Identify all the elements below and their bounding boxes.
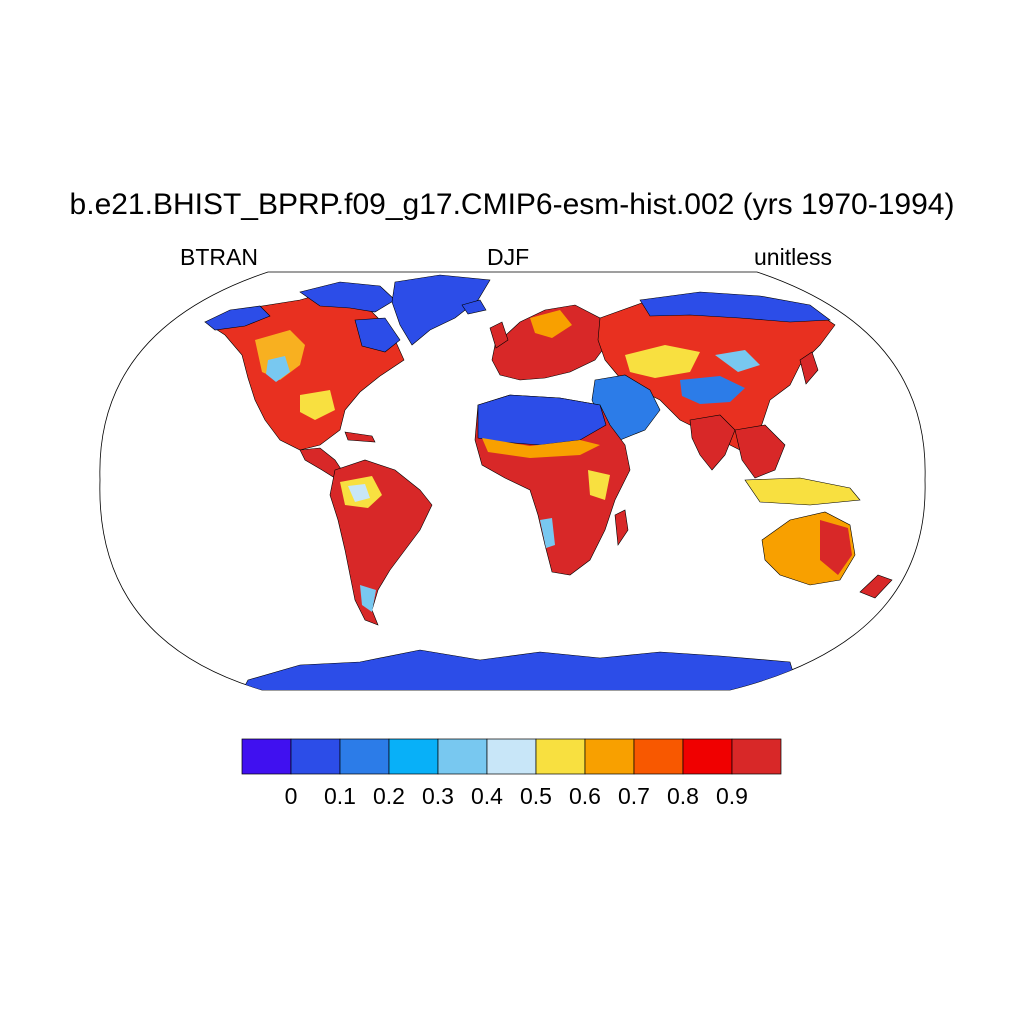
madagascar [614, 509, 629, 546]
colorbar-tick-label: 0.4 [471, 783, 503, 809]
colorbar-swatch [339, 738, 390, 775]
colorbar-swatch [388, 738, 439, 775]
colorbar-swatch [584, 738, 635, 775]
hudson-region [354, 317, 401, 353]
india [689, 414, 736, 471]
colorbar-swatch [437, 738, 488, 775]
sahel-orange [482, 438, 600, 458]
season-label: DJF [487, 244, 530, 270]
se-asia [734, 424, 786, 479]
colorbar-tick-label: 0.6 [569, 783, 601, 809]
colorbar-swatch [731, 738, 782, 775]
australia-east-red [820, 520, 852, 575]
central-asia-yellow [625, 345, 700, 378]
colorbar-tick-label: 0.8 [667, 783, 699, 809]
siberia-ice [639, 291, 831, 323]
greenland [391, 274, 491, 346]
colorbar-tick-label: 0.9 [716, 783, 748, 809]
arctic-islands [299, 281, 396, 313]
colorbar-swatch [290, 738, 341, 775]
units-label: unitless [754, 244, 832, 270]
na-lightblue-patch [266, 356, 290, 382]
europe [491, 304, 611, 381]
colorbar-tick-label: 0.7 [618, 783, 650, 809]
colorbar-swatch [633, 738, 684, 775]
colorbar-swatch [682, 738, 733, 775]
canada-north-ice [204, 305, 271, 331]
scandinavia-orange [530, 310, 572, 338]
map-title: b.e21.BHIST_BPRP.f09_g17.CMIP6-esm-hist.… [69, 188, 955, 221]
colorbar-swatch [241, 738, 292, 775]
colorbar-tick-label: 0.1 [324, 783, 356, 809]
tibet-blue [680, 376, 745, 404]
antarctica [239, 649, 801, 690]
africa-south-blue [540, 518, 555, 548]
caribbean-islands [344, 431, 376, 443]
colorbar-swatch [535, 738, 586, 775]
new-zealand [859, 574, 893, 599]
colorbar-tick-label: 0.3 [422, 783, 454, 809]
colorbar-tick-label: 0 [285, 783, 298, 809]
indonesia [744, 477, 861, 506]
sa-patagonia-blue [360, 585, 376, 612]
colorbar-tick-label: 0.5 [520, 783, 552, 809]
variable-label: BTRAN [180, 244, 258, 270]
colorbar-swatch [486, 738, 537, 775]
na-south-yellow [300, 390, 335, 420]
africa-east-yellow [588, 470, 610, 500]
iceland [461, 299, 487, 315]
mongolia-lightblue [715, 350, 760, 372]
japan [799, 351, 819, 385]
sa-amazon-lightblue [348, 484, 370, 502]
colorbar-tick-label: 0.2 [373, 783, 405, 809]
uk-ireland [489, 321, 509, 349]
